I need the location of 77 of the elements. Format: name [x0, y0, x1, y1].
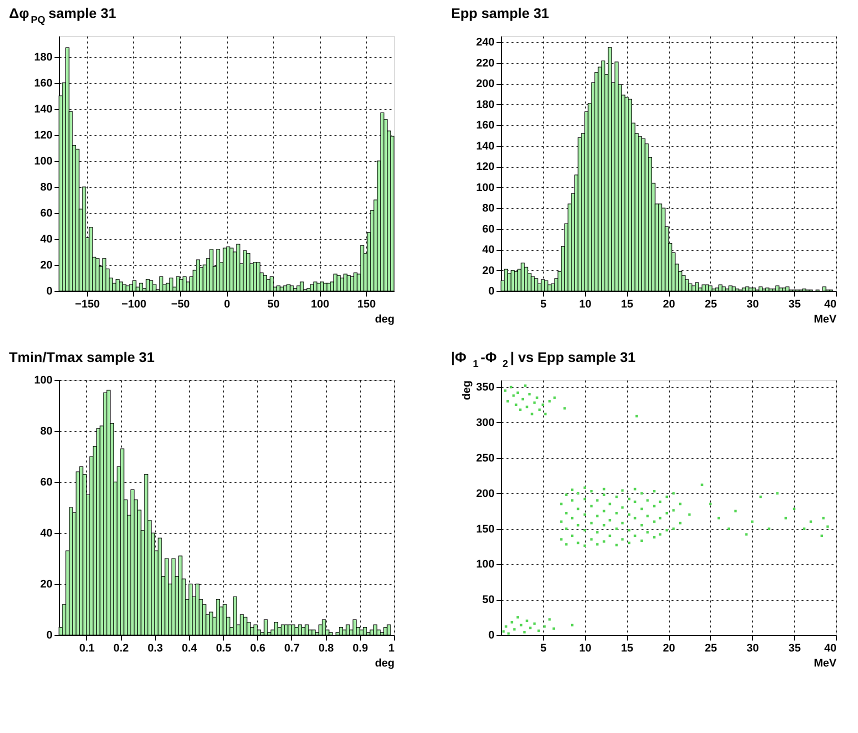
x-tick-label: 0.9 — [352, 642, 368, 654]
y-tick-label: 60 — [40, 476, 52, 488]
x-tick-label: 0.6 — [250, 642, 266, 654]
x-tick-label: 35 — [788, 298, 801, 310]
x-tick-label: 40 — [824, 642, 836, 654]
y-tick-label: 100 — [34, 374, 52, 386]
y-tick-label: 0 — [46, 630, 52, 642]
x-tick-label: −150 — [75, 298, 100, 310]
y-tick-label: 20 — [40, 259, 52, 272]
x-tick-label: 0 — [224, 298, 230, 310]
y-tick-label: 140 — [476, 140, 494, 152]
y-tick-label: 160 — [476, 120, 494, 132]
x-tick-label: −50 — [171, 298, 190, 310]
y-tick-label: 120 — [34, 129, 52, 142]
y-tick-label: 240 — [476, 36, 494, 49]
x-tick-label: 40 — [824, 298, 836, 310]
y-tick-label: 40 — [40, 233, 52, 246]
y-tick-label: 180 — [476, 98, 494, 111]
y-tick-label: 0 — [488, 630, 494, 642]
x-tick-label: 1 — [388, 642, 394, 654]
x-tick-label: −100 — [122, 298, 146, 310]
x-tick-label: 0.7 — [284, 642, 300, 654]
x-tick-label: 0.5 — [216, 642, 232, 654]
y-tick-label: 100 — [34, 155, 52, 168]
y-tick-label: 80 — [482, 202, 494, 215]
y-tick-label: 0 — [46, 286, 52, 298]
x-tick-label: 20 — [662, 298, 676, 310]
y-tick-label: 120 — [476, 161, 494, 174]
y-tick-label: 140 — [34, 103, 52, 116]
x-tick-label: 5 — [540, 298, 546, 310]
y-axis-title: deg — [461, 380, 474, 400]
x-tick-label: 0.4 — [182, 642, 198, 654]
x-tick-label: 10 — [579, 642, 592, 654]
x-tick-label: 30 — [746, 298, 759, 310]
x-tick-label: 35 — [788, 642, 801, 654]
y-tick-label: 40 — [40, 528, 52, 540]
chart-title: Epp sample 31 — [451, 5, 550, 21]
x-tick-label: 25 — [704, 298, 717, 310]
y-tick-label: 80 — [40, 181, 52, 194]
y-tick-label: 250 — [476, 452, 494, 464]
x-axis-title: MeV — [814, 658, 838, 670]
x-tick-label: 10 — [579, 298, 592, 310]
x-tick-label: 15 — [621, 298, 634, 310]
y-tick-label: 200 — [476, 488, 494, 500]
y-tick-label: 160 — [34, 77, 52, 90]
y-tick-label: 220 — [476, 57, 494, 70]
y-tick-label: 200 — [476, 78, 494, 90]
chart-title: Tmin/Tmax sample 31 — [9, 349, 155, 365]
x-tick-label: 25 — [704, 642, 717, 654]
y-tick-label: 20 — [40, 578, 52, 590]
x-tick-label: 100 — [310, 298, 330, 310]
y-tick-label: 50 — [482, 594, 494, 606]
x-tick-label: 30 — [746, 642, 759, 654]
y-tick-label: 350 — [476, 382, 494, 394]
y-tick-label: 0 — [488, 286, 494, 298]
x-tick-label: 20 — [662, 642, 676, 654]
y-tick-label: 180 — [34, 51, 52, 64]
x-tick-label: 50 — [267, 298, 280, 310]
y-tick-label: 60 — [40, 207, 52, 220]
y-tick-label: 150 — [476, 523, 494, 536]
x-tick-label: 15 — [621, 642, 634, 654]
y-tick-label: 60 — [482, 223, 494, 236]
y-tick-label: 100 — [476, 558, 494, 571]
y-tick-label: 20 — [482, 264, 494, 277]
y-tick-label: 100 — [476, 182, 494, 194]
x-axis-title: deg — [374, 314, 394, 326]
y-tick-label: 80 — [40, 426, 52, 438]
x-tick-label: 0.1 — [79, 642, 94, 654]
x-tick-label: 0.2 — [113, 642, 129, 654]
x-tick-label: 0.8 — [318, 642, 334, 654]
x-axis-title: MeV — [814, 314, 838, 326]
y-tick-label: 300 — [476, 417, 494, 429]
x-tick-label: 0.3 — [148, 642, 163, 654]
x-axis-title: deg — [374, 658, 394, 670]
x-tick-label: 5 — [540, 642, 546, 654]
y-tick-label: 40 — [482, 244, 494, 256]
x-tick-label: 150 — [357, 298, 376, 310]
